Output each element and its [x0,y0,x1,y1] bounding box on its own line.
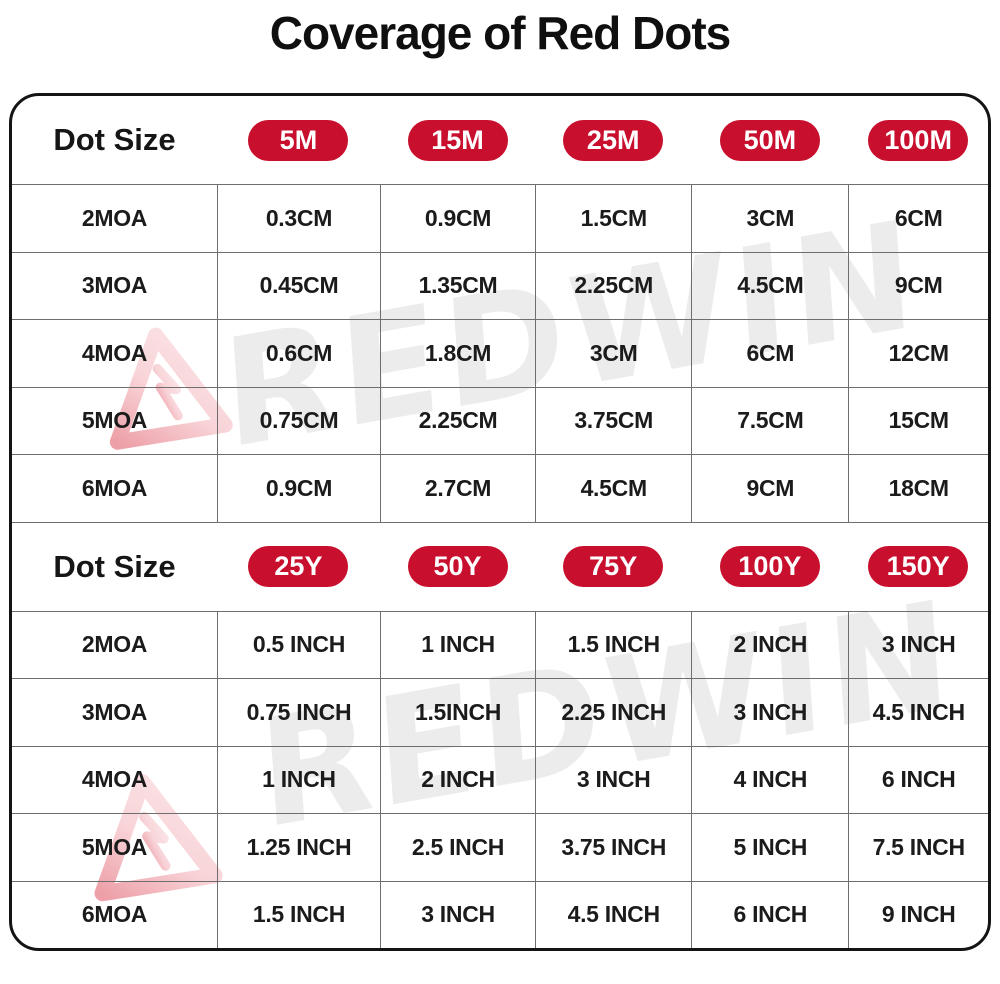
coverage-value: 7.5 INCH [872,833,965,860]
moa-label: 3MOA [81,272,148,299]
table-row-5moa-m: 5MOA 0.75CM 2.25CM 3.75CM 7.5CM 15CM [12,386,988,454]
coverage-value: 4.5CM [580,474,648,501]
coverage-value: 6 INCH [733,901,808,928]
coverage-value: 6CM [894,204,943,231]
moa-label: 6MOA [81,901,148,928]
moa-label: 2MOA [81,631,148,658]
moa-label: 3MOA [81,698,148,725]
coverage-value: 6 INCH [881,766,956,793]
coverage-value: 3 INCH [421,901,495,928]
coverage-value: 7.5CM [737,407,804,434]
distance-pill-100y: 100Y [719,546,820,587]
coverage-value: 3.75CM [574,407,654,434]
dot-size-label: Dot Size [53,548,176,584]
coverage-value: 2.25 INCH [561,698,667,725]
coverage-value: 2 INCH [733,631,808,658]
moa-label: 4MOA [81,766,148,793]
coverage-value: 15CM [888,407,949,434]
coverage-value: 0.3CM [265,204,333,231]
coverage-value: 12CM [888,339,949,366]
coverage-value: 2 INCH [421,766,495,793]
coverage-value: 1.35CM [418,272,498,299]
coverage-value: 1 INCH [262,766,336,793]
coverage-grid: Dot Size 5M 15M 25M 50M 100M 2MOA 0.3CM … [12,96,988,948]
coverage-value: 4.5 INCH [567,901,660,928]
section-2-header-row: Dot Size 25Y 50Y 75Y 100Y 150Y [12,521,988,611]
table-row-6moa-y: 6MOA 1.5 INCH 3 INCH 4.5 INCH 6 INCH 9 I… [12,880,988,948]
dot-size-label: Dot Size [53,122,176,157]
coverage-value: 0.9CM [424,204,492,231]
coverage-value: 0.75CM [259,407,339,434]
coverage-value: 0.6CM [265,339,333,366]
coverage-value: 0.5 INCH [252,631,346,658]
distance-pill-50y: 50Y [407,546,508,587]
table-row-4moa-m: 4MOA 0.6CM 1.8CM 3CM 6CM 12CM [12,319,988,387]
moa-label: 2MOA [81,204,148,231]
moa-label: 5MOA [81,407,148,434]
coverage-value: 0.75 INCH [246,698,352,725]
coverage-value: 0.9CM [265,474,333,501]
table-row-5moa-y: 5MOA 1.25 INCH 2.5 INCH 3.75 INCH 5 INCH… [12,813,988,881]
coverage-value: 0.45CM [259,272,339,299]
coverage-value: 1.5 INCH [252,901,346,928]
distance-pill-25y: 25Y [248,546,349,587]
coverage-value: 3 INCH [733,698,808,725]
coverage-value: 1.25 INCH [246,833,352,860]
coverage-value: 1.8CM [424,339,492,366]
moa-label: 5MOA [81,833,148,860]
coverage-value: 18CM [888,474,949,501]
coverage-value: 1.5INCH [414,698,502,725]
coverage-value: 9CM [894,272,943,299]
coverage-value: 2.7CM [424,474,492,501]
distance-pill-5m: 5M [248,119,349,161]
coverage-value: 1 INCH [421,631,495,658]
coverage-value: 9CM [746,474,795,501]
coverage-value: 1.5 INCH [567,631,660,658]
distance-pill-50m: 50M [719,119,820,161]
coverage-value: 4.5 INCH [872,698,965,725]
distance-pill-75y: 75Y [563,546,664,587]
page-title: Coverage of Red Dots [269,7,732,59]
moa-label: 4MOA [81,339,148,366]
distance-pill-25m: 25M [563,119,664,161]
coverage-value: 5 INCH [733,833,808,860]
coverage-value: 3.75 INCH [561,833,667,860]
coverage-value: 2.25CM [418,407,498,434]
distance-pill-150y: 150Y [868,546,969,587]
coverage-value: 3CM [589,339,638,366]
table-row-3moa-y: 3MOA 0.75 INCH 1.5INCH 2.25 INCH 3 INCH … [12,678,988,746]
coverage-table-panel: REDWIN REDWIN Dot [9,93,991,951]
table-row-3moa-m: 3MOA 0.45CM 1.35CM 2.25CM 4.5CM 9CM [12,251,988,319]
distance-pill-100m: 100M [868,119,969,161]
moa-label: 6MOA [81,474,148,501]
coverage-value: 4.5CM [737,272,804,299]
coverage-value: 3 INCH [881,631,956,658]
coverage-value: 3 INCH [576,766,651,793]
coverage-value: 9 INCH [881,901,956,928]
coverage-value: 3CM [746,204,795,231]
coverage-value: 4 INCH [733,766,808,793]
table-row-2moa-m: 2MOA 0.3CM 0.9CM 1.5CM 3CM 6CM [12,184,988,252]
table-row-4moa-y: 4MOA 1 INCH 2 INCH 3 INCH 4 INCH 6 INCH [12,745,988,813]
coverage-value: 6CM [746,339,795,366]
coverage-value: 2.25CM [574,272,654,299]
section-1-header-row: Dot Size 5M 15M 25M 50M 100M [12,96,988,184]
table-row-2moa-y: 2MOA 0.5 INCH 1 INCH 1.5 INCH 2 INCH 3 I… [12,610,988,678]
coverage-value: 2.5 INCH [411,833,505,860]
coverage-value: 1.5CM [580,204,648,231]
distance-pill-15m: 15M [407,119,508,161]
table-row-6moa-m: 6MOA 0.9CM 2.7CM 4.5CM 9CM 18CM [12,454,988,522]
